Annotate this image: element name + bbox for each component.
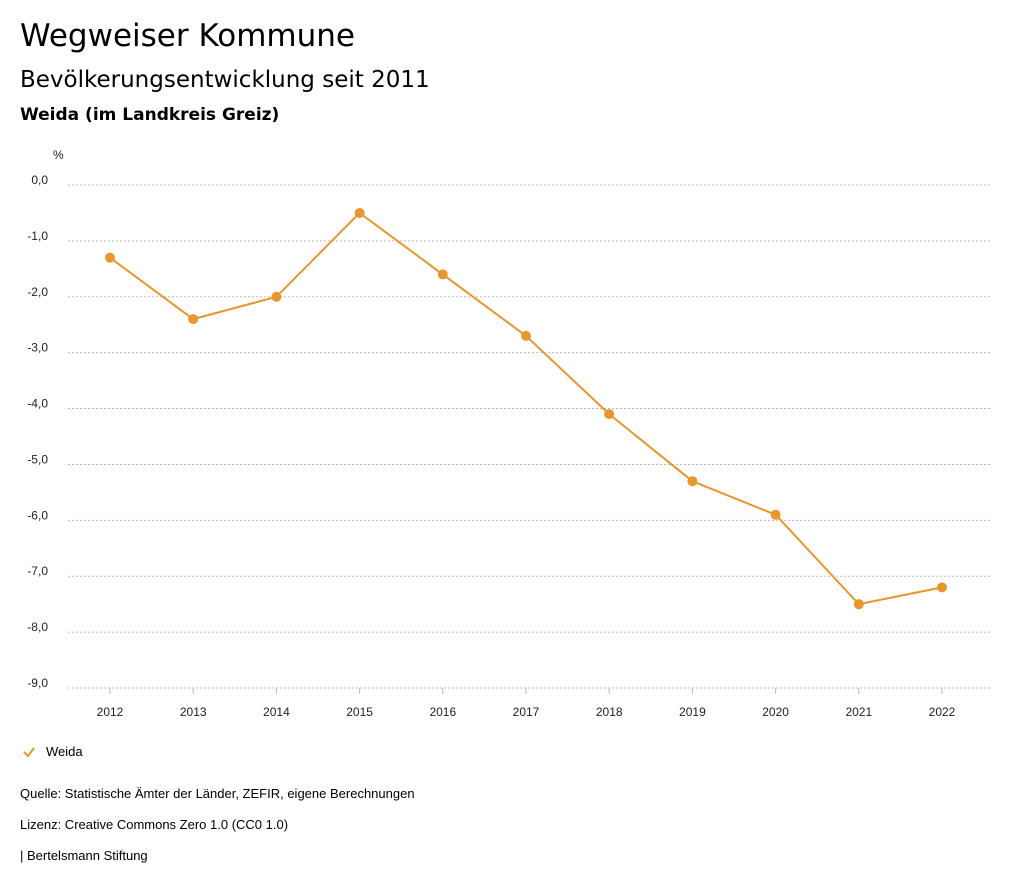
x-tick-label: 2013 [180,705,207,719]
x-tick-label: 2016 [429,705,456,719]
x-tick-label: 2018 [596,705,623,719]
y-tick-label: -5,0 [27,452,48,466]
chart-title: Wegweiser Kommune [20,18,355,54]
chart-subtitle: Bevölkerungsentwicklung seit 2011 [20,67,430,93]
line-chart: % 0,0 -1,0 -2,0 -3,0 -4,0 -5,0 -6,0 -7,0 -8,0 -9,0… [27,148,990,719]
y-axis-unit: % [53,148,64,162]
y-tick-label: -1,0 [27,229,48,243]
x-tick-label: 2019 [679,705,706,719]
check-icon [23,746,35,758]
y-tick-label: -8,0 [27,620,48,634]
data-point [521,330,531,341]
y-tick-label: -4,0 [27,397,48,411]
y-tick-label: -7,0 [27,564,48,578]
data-point [188,314,199,325]
data-point [105,252,115,263]
data-point [604,409,615,420]
legend-label: Weida [46,744,83,759]
x-tick-label: 2022 [929,705,956,719]
legend[interactable]: Weida [22,744,83,759]
y-tick-label: -6,0 [27,508,48,522]
y-tick-label: 0,0 [31,173,48,187]
data-point [354,207,365,218]
data-point [437,269,448,280]
brand-note[interactable]: | Bertelsmann Stiftung [20,848,148,863]
x-tick-label: 2014 [263,705,290,719]
y-tick-label: -2,0 [27,285,48,299]
x-tick-label: 2020 [762,705,789,719]
x-tick-label: 2015 [346,705,373,719]
source-note: Quelle: Statistische Ämter der Länder, Z… [20,786,415,801]
y-tick-label: -3,0 [27,341,48,355]
data-point [271,291,282,302]
x-tick-label: 2021 [845,705,872,719]
y-tick-label: -9,0 [27,676,48,690]
data-point [937,582,947,593]
license-note[interactable]: Lizenz: Creative Commons Zero 1.0 (CC0 1… [20,817,289,832]
x-tick-label: 2017 [513,705,540,719]
region-label: Weida (im Landkreis Greiz) [20,105,280,125]
data-point [770,509,781,520]
x-tick-label: 2012 [97,705,124,719]
data-point [687,476,698,487]
data-point [853,599,864,610]
